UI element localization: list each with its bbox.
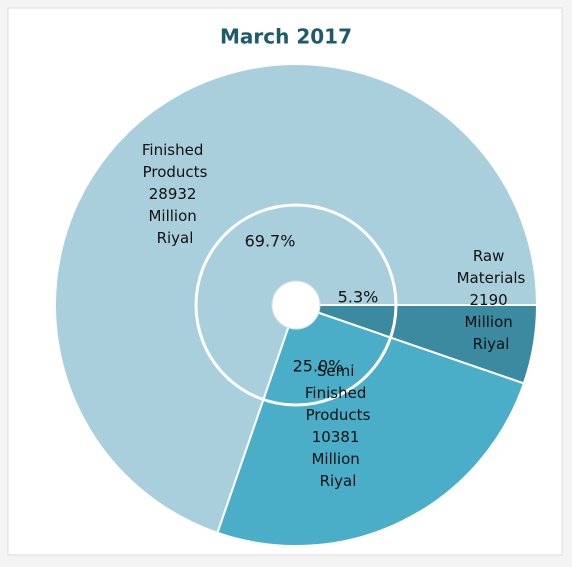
center-hole — [271, 280, 321, 330]
chart-title: March 2017 — [220, 25, 352, 49]
percent-label: 69.7% — [245, 232, 296, 251]
label-line: Riyal — [157, 229, 194, 247]
label-line: Semi — [317, 362, 359, 380]
label-line: 10381 — [312, 428, 365, 446]
label-line: Riyal — [473, 335, 510, 353]
value-label: 28932 Million Riyal — [148, 185, 201, 247]
value-label: 2190 Million Riyal — [464, 291, 517, 353]
label-line: 2190 — [470, 291, 513, 309]
category-label: Raw Materials — [457, 247, 526, 287]
label-line: Million — [148, 207, 201, 225]
label-line: Raw — [473, 247, 509, 265]
label-line: Riyal — [320, 472, 357, 490]
inner-ring — [194, 203, 398, 407]
category-label: Finished Products — [142, 141, 208, 181]
label-line: Million — [311, 450, 364, 468]
value-label: 10381 Million Riyal — [311, 428, 364, 490]
percent-label: 25.0% — [293, 357, 344, 376]
category-label: Semi Finished Products — [305, 362, 371, 424]
label-line: Products — [306, 406, 371, 424]
label-line: Million — [464, 313, 517, 331]
pie-slice — [216, 303, 526, 547]
label-line: Finished — [305, 384, 371, 402]
label-line: Finished — [142, 141, 208, 159]
label-line: Products — [143, 163, 208, 181]
label-line: Materials — [457, 269, 526, 287]
label-line: 28932 — [149, 185, 202, 203]
percent-label: 5.3% — [338, 288, 379, 307]
